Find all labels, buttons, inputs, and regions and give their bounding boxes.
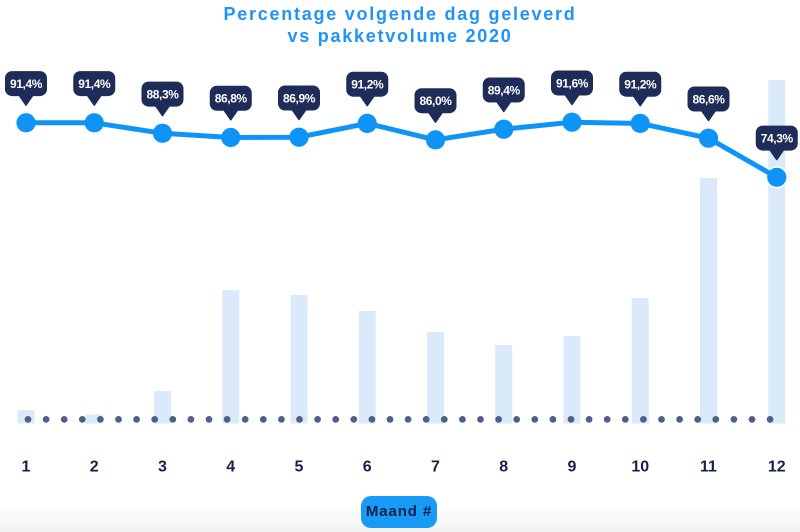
svg-text:91,4%: 91,4% — [10, 77, 43, 91]
svg-text:6: 6 — [363, 459, 372, 476]
svg-text:86,8%: 86,8% — [215, 92, 248, 106]
svg-text:3: 3 — [158, 459, 167, 476]
svg-text:86,0%: 86,0% — [419, 94, 452, 108]
svg-text:11: 11 — [700, 459, 717, 476]
svg-text:88,3%: 88,3% — [146, 88, 179, 102]
svg-text:74,3%: 74,3% — [761, 132, 794, 146]
svg-text:91,6%: 91,6% — [556, 76, 589, 90]
svg-text:89,4%: 89,4% — [488, 83, 521, 97]
svg-text:86,6%: 86,6% — [692, 92, 725, 106]
svg-text:10: 10 — [631, 459, 649, 476]
svg-text:4: 4 — [226, 459, 235, 476]
svg-text:8: 8 — [499, 459, 508, 476]
svg-text:9: 9 — [568, 459, 577, 476]
svg-text:91,4%: 91,4% — [78, 77, 111, 91]
svg-text:12: 12 — [768, 459, 786, 476]
svg-text:91,2%: 91,2% — [351, 78, 384, 92]
svg-text:86,9%: 86,9% — [283, 91, 316, 105]
svg-text:5: 5 — [295, 459, 304, 476]
svg-text:2: 2 — [90, 459, 99, 476]
svg-text:91,2%: 91,2% — [624, 78, 657, 92]
svg-text:7: 7 — [431, 459, 440, 476]
svg-text:1: 1 — [22, 459, 31, 476]
